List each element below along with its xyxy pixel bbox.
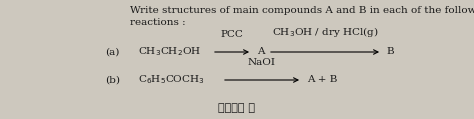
- Text: NaOI: NaOI: [248, 58, 276, 67]
- Text: B: B: [386, 47, 393, 57]
- Text: (b): (b): [105, 75, 120, 84]
- Text: PCC: PCC: [220, 30, 244, 39]
- Text: C$_6$H$_5$COCH$_3$: C$_6$H$_5$COCH$_3$: [138, 74, 205, 86]
- Text: CH$_3$CH$_2$OH: CH$_3$CH$_2$OH: [138, 46, 201, 58]
- Text: CH$_3$OH / dry HCl(g): CH$_3$OH / dry HCl(g): [272, 25, 378, 39]
- Text: A: A: [257, 47, 264, 57]
- Text: Write structures of main compounds A and B in each of the following: Write structures of main compounds A and…: [130, 6, 474, 15]
- Text: reactions :: reactions :: [130, 18, 186, 27]
- Text: (a): (a): [105, 47, 119, 57]
- Text: खण्ड स: खण्ड स: [219, 103, 255, 113]
- Text: A + B: A + B: [307, 75, 337, 84]
